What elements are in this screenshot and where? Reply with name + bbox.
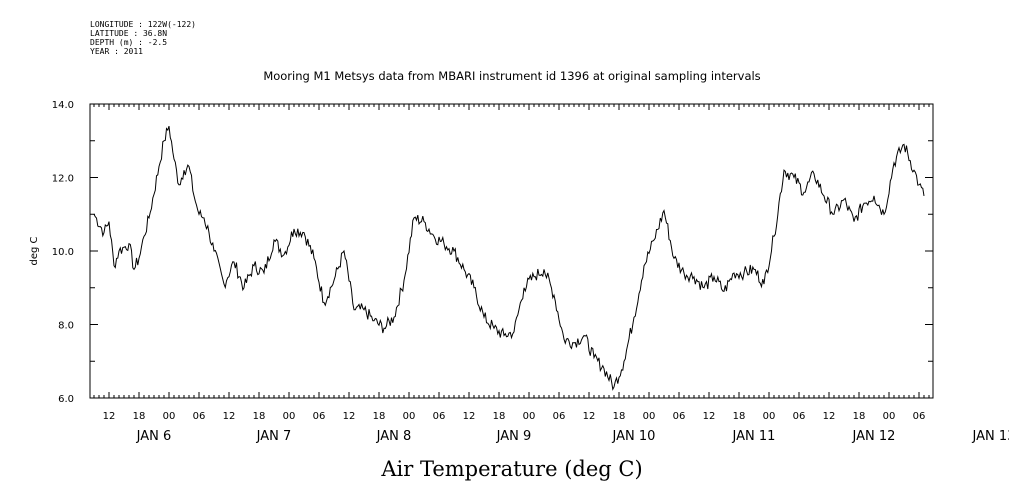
day-label: JAN 10 (612, 429, 656, 444)
longitude-text: LONGITUDE : 122W(-122) (90, 20, 196, 29)
x-tick-label: 06 (433, 411, 446, 422)
x-tick-label: 00 (763, 411, 776, 422)
y-tick-labels: 6.0 8.0 10.0 12.0 14.0 (52, 100, 74, 405)
x-tick-label: 18 (733, 411, 746, 422)
x-tick-label: 12 (463, 411, 476, 422)
day-labels: JAN 6 JAN 7 JAN 8 JAN 9 JAN 10 JAN 11 JAN 12 JA… (136, 429, 1009, 444)
year-text: YEAR : 2011 (90, 47, 143, 56)
x-tick-label: 06 (793, 411, 806, 422)
x-tick-label: 18 (613, 411, 626, 422)
x-tick-label: 18 (253, 411, 266, 422)
day-label: JAN 7 (256, 429, 292, 444)
latitude-text: LATITUDE : 36.8N (90, 29, 168, 38)
plot-frame (89, 103, 934, 399)
y-tick-label: 8.0 (58, 321, 74, 332)
x-tick-label: 18 (853, 411, 866, 422)
day-label: JAN 12 (852, 429, 896, 444)
x-tick-label: 06 (673, 411, 686, 422)
x-tick-label: 06 (913, 411, 926, 422)
x-tick-label: 12 (703, 411, 716, 422)
y-tick-label: 10.0 (52, 247, 74, 258)
y-tick-label: 12.0 (52, 174, 74, 185)
x-tick-label: 12 (343, 411, 356, 422)
x-tick-label: 06 (553, 411, 566, 422)
x-tick-label: 12 (223, 411, 236, 422)
y-tick-label: 14.0 (52, 100, 74, 111)
x-tick-label: 00 (283, 411, 296, 422)
x-tick-label: 00 (403, 411, 416, 422)
x-axis-label: Air Temperature (deg C) (380, 457, 642, 481)
x-tick-label: 12 (103, 411, 116, 422)
x-tick-label: 12 (823, 411, 836, 422)
day-label: JAN 9 (496, 429, 532, 444)
axis-ticks (90, 103, 933, 399)
day-label: JAN 13 (972, 429, 1009, 444)
chart-title: Mooring M1 Metsys data from MBARI instru… (263, 69, 760, 83)
x-tick-label: 18 (493, 411, 506, 422)
x-tick-label: 18 (373, 411, 386, 422)
air-temperature-line (93, 125, 925, 391)
x-tick-label: 12 (583, 411, 596, 422)
y-axis-label: deg C (29, 236, 40, 265)
x-tick-label: 00 (523, 411, 536, 422)
x-tick-label: 00 (883, 411, 896, 422)
x-tick-labels: 12 18 00 06 12 18 00 06 12 18 00 06 12 18 00 06 12 18 00 06… (103, 411, 926, 422)
y-tick-label: 6.0 (58, 394, 74, 405)
depth-text: DEPTH (m) : -2.5 (90, 38, 168, 47)
day-label: JAN 11 (732, 429, 776, 444)
x-tick-label: 00 (163, 411, 176, 422)
x-tick-label: 00 (643, 411, 656, 422)
metadata-block: LONGITUDE : 122W(-122) LATITUDE : 36.8N … (90, 20, 196, 56)
x-tick-label: 06 (193, 411, 206, 422)
day-label: JAN 8 (376, 429, 412, 444)
x-tick-label: 18 (133, 411, 146, 422)
day-label: JAN 6 (136, 429, 172, 444)
x-tick-label: 06 (313, 411, 326, 422)
